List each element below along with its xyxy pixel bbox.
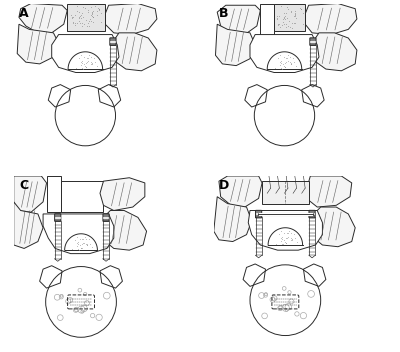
Text: C: C <box>19 180 28 193</box>
Text: D: D <box>219 180 229 193</box>
Polygon shape <box>248 210 322 250</box>
FancyBboxPatch shape <box>309 210 315 218</box>
FancyBboxPatch shape <box>256 210 262 218</box>
FancyBboxPatch shape <box>103 214 109 221</box>
Polygon shape <box>105 4 157 34</box>
Polygon shape <box>217 5 260 34</box>
Polygon shape <box>14 176 46 212</box>
Circle shape <box>250 265 321 335</box>
Polygon shape <box>100 178 145 210</box>
Polygon shape <box>46 176 61 212</box>
Polygon shape <box>17 24 59 64</box>
Polygon shape <box>262 181 309 203</box>
Polygon shape <box>305 4 357 34</box>
Text: A: A <box>19 7 28 20</box>
Polygon shape <box>250 34 319 73</box>
Circle shape <box>254 86 315 146</box>
Polygon shape <box>19 4 67 33</box>
Polygon shape <box>52 34 119 73</box>
Polygon shape <box>61 181 104 212</box>
Polygon shape <box>112 33 157 71</box>
FancyBboxPatch shape <box>55 214 61 221</box>
Polygon shape <box>219 176 262 207</box>
Polygon shape <box>310 207 355 247</box>
Polygon shape <box>307 176 352 207</box>
Polygon shape <box>102 210 146 250</box>
FancyBboxPatch shape <box>310 38 316 45</box>
Polygon shape <box>43 214 114 253</box>
Polygon shape <box>14 202 43 249</box>
Polygon shape <box>274 4 305 31</box>
Polygon shape <box>260 4 274 34</box>
Polygon shape <box>312 33 357 71</box>
Circle shape <box>46 266 116 337</box>
Circle shape <box>55 86 116 146</box>
Polygon shape <box>214 197 252 241</box>
Polygon shape <box>67 4 105 31</box>
FancyBboxPatch shape <box>110 38 116 45</box>
Polygon shape <box>216 24 255 65</box>
Text: B: B <box>219 7 228 20</box>
